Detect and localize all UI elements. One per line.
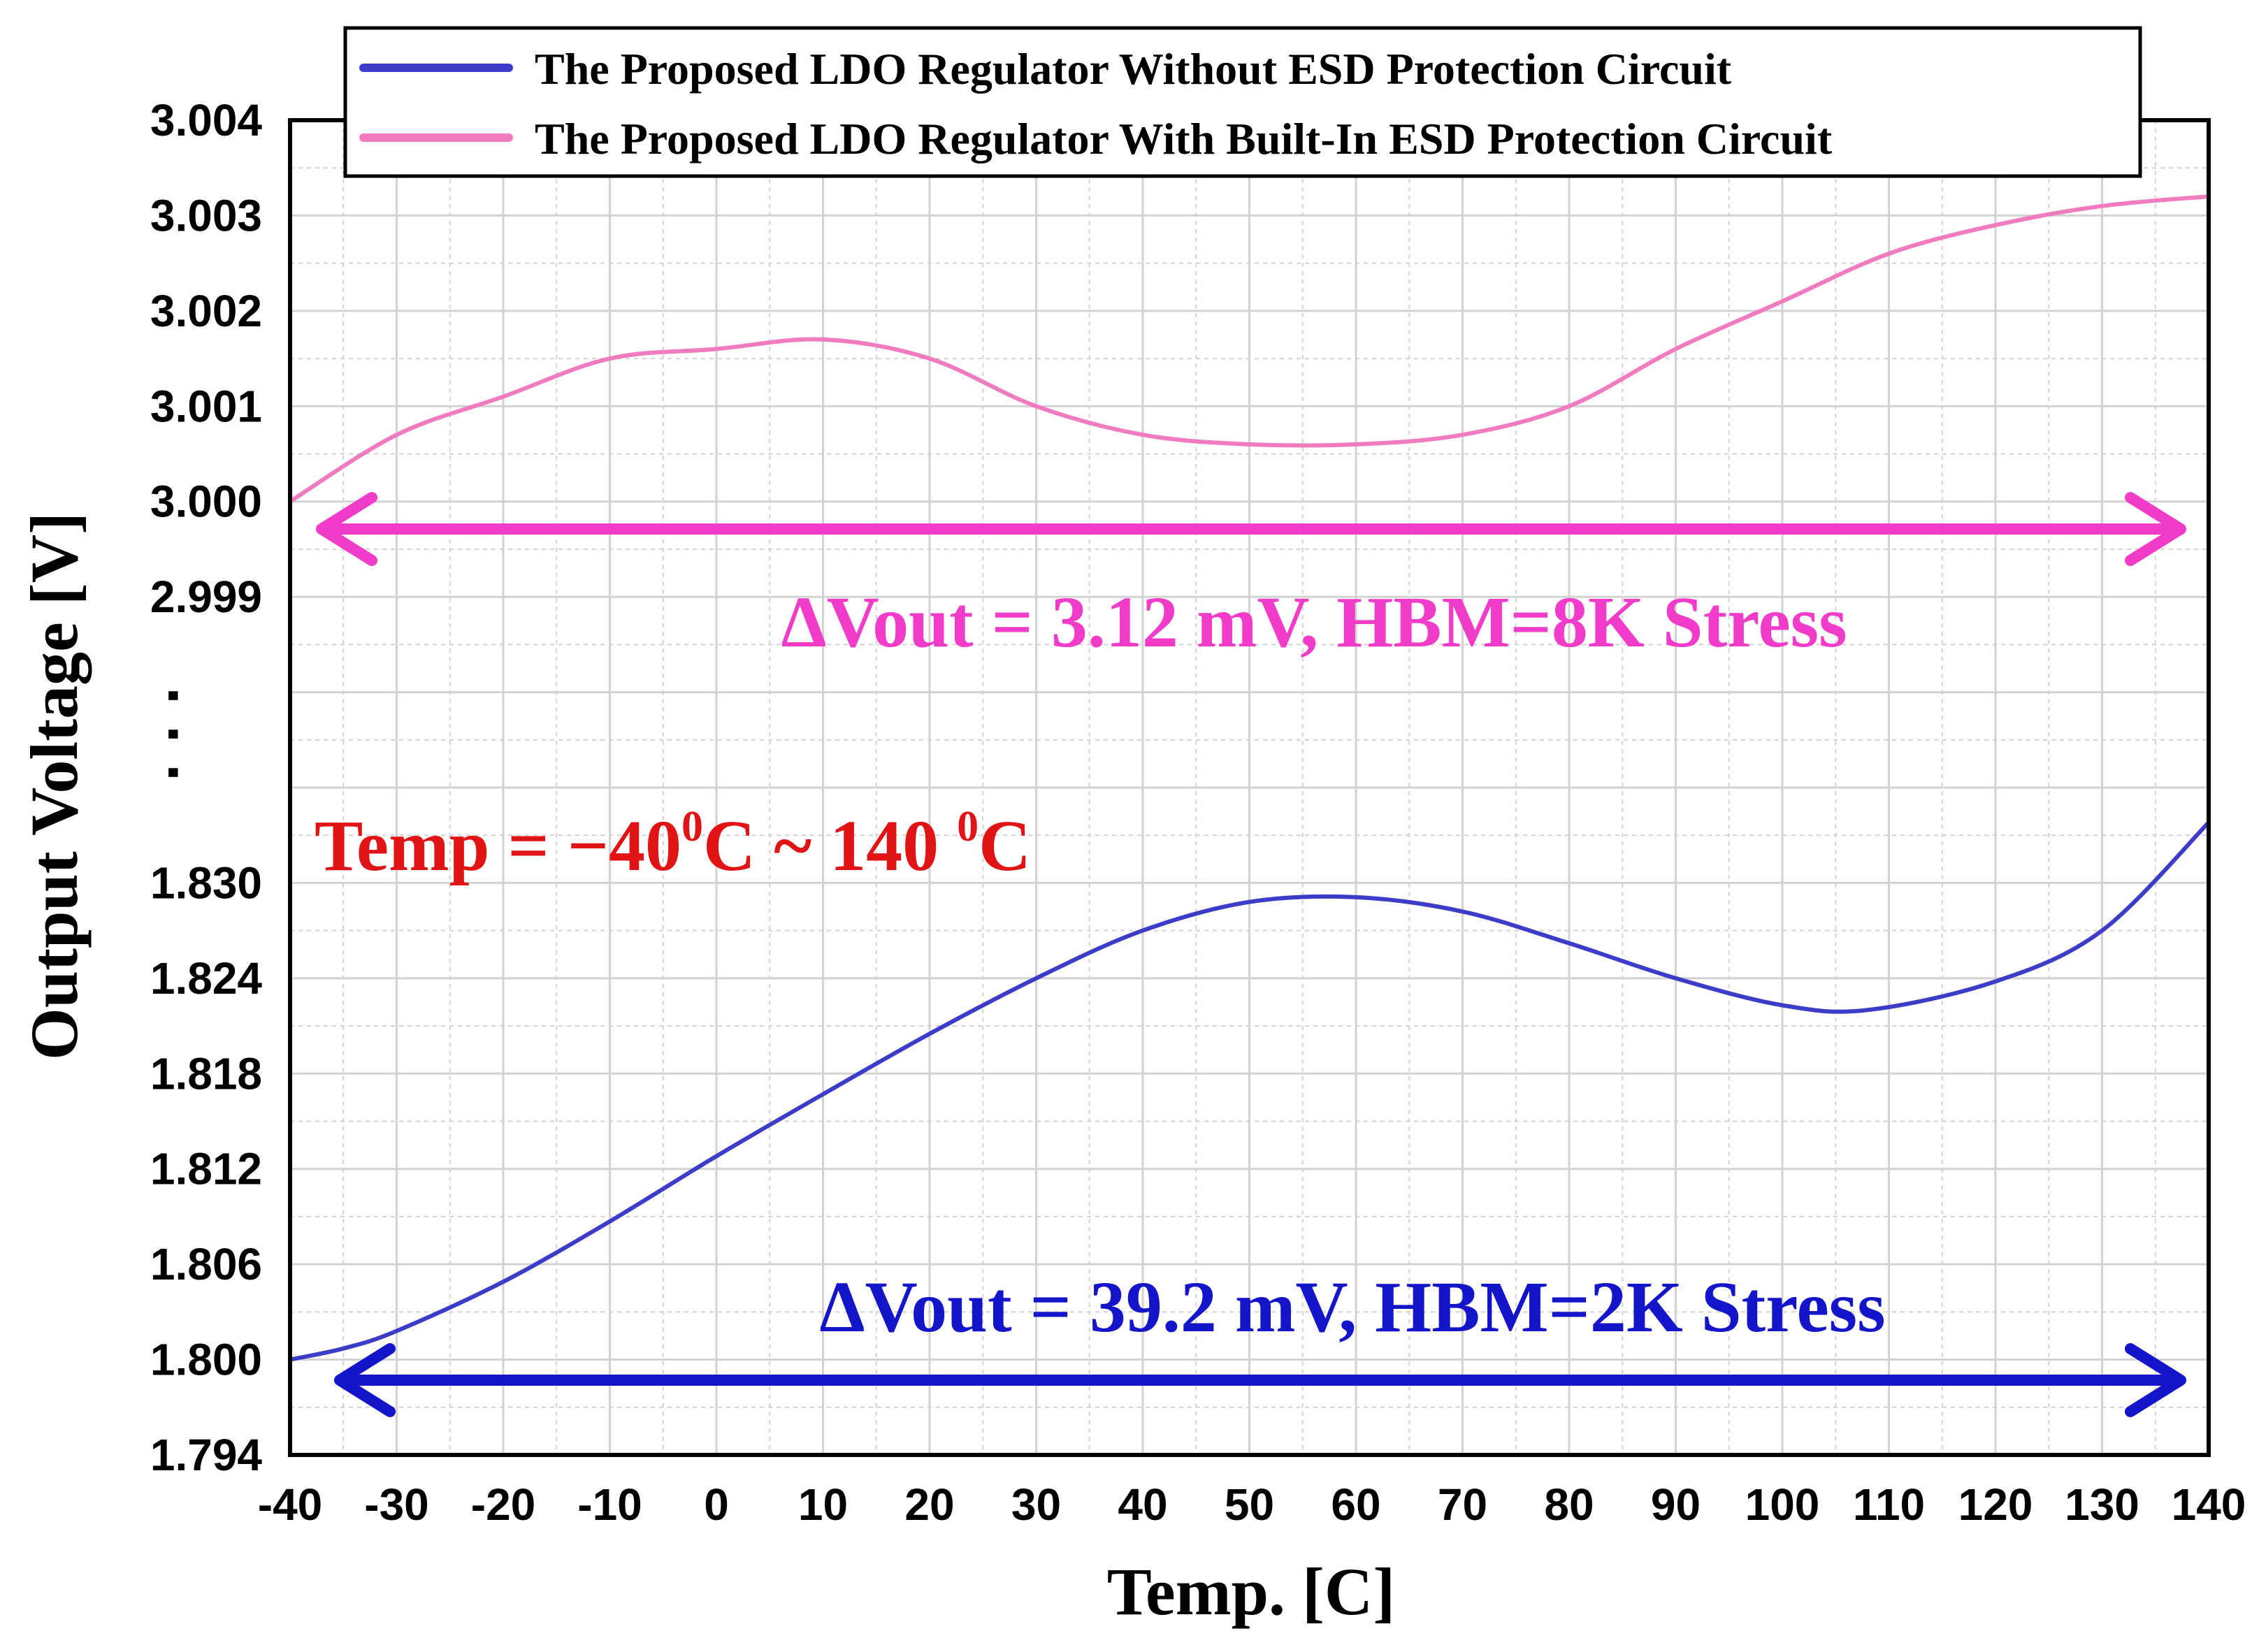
arrow-blue	[334, 1343, 2186, 1417]
x-tick-label: -10	[577, 1479, 642, 1530]
legend: The Proposed LDO Regulator Without ESD P…	[343, 26, 2142, 178]
arrow-blue-right-head	[2125, 1343, 2186, 1417]
y-tick-labels: 1.794 1.800 1.806 1.812 1.818 1.824 1.830 2.999…	[150, 95, 263, 1480]
x-tick-label: 20	[904, 1479, 954, 1530]
legend-box	[343, 26, 2142, 178]
x-tick-label: 140	[2172, 1479, 2246, 1530]
range-arrows	[316, 492, 2186, 1417]
temp-sup-2: 0	[957, 803, 979, 850]
y-tick-label: 1.800	[150, 1335, 262, 1385]
y-tick-label: 3.002	[150, 286, 262, 336]
annotation-pink-delta-vout: ΔVout = 3.12 mV, HBM=8K Stress	[781, 582, 1847, 662]
x-axis-title: Temp. [C]	[1107, 1554, 1395, 1629]
arrow-pink-left-head	[316, 492, 377, 566]
grid	[290, 120, 2209, 1455]
y-tick-label: 1.806	[150, 1239, 262, 1289]
series-lines	[288, 194, 2211, 1362]
x-tick-label: 50	[1225, 1479, 1274, 1530]
y-axis-title: Output Voltage [V]	[17, 512, 92, 1060]
x-tick-label: -30	[364, 1479, 429, 1530]
temp-text-end: C	[979, 806, 1031, 886]
x-tick-label: 60	[1331, 1479, 1380, 1530]
y-tick-label: 1.824	[150, 953, 263, 1003]
axis-break-symbol: · · ·	[138, 683, 208, 781]
y-tick-label: 1.812	[150, 1144, 262, 1194]
series-line-without-esd	[288, 820, 2211, 1362]
x-tick-labels: -40 -30 -20 -10 0 10 20 30 40 50 60 70 80 90 100 110 120…	[258, 1479, 2246, 1530]
temp-sup-1: 0	[681, 803, 703, 850]
series-line-with-esd	[288, 194, 2211, 504]
y-tick-label: 3.001	[150, 381, 262, 431]
x-tick-label: 40	[1118, 1479, 1167, 1530]
y-tick-label: 1.830	[150, 857, 262, 908]
x-tick-label: 70	[1438, 1479, 1487, 1530]
annotation-temperature-range: Temp = −400C ~ 140 0C	[315, 803, 1031, 886]
y-tick-label: 3.004	[150, 95, 263, 145]
y-tick-label: 3.000	[150, 477, 262, 527]
x-tick-label: 90	[1651, 1479, 1701, 1530]
legend-label-pink: The Proposed LDO Regulator With Built-In…	[535, 114, 1833, 164]
temp-text-main: Temp = −40	[315, 806, 681, 886]
y-tick-label: 1.818	[150, 1048, 262, 1099]
y-tick-label: 3.003	[150, 190, 262, 240]
arrow-pink-right-head	[2125, 492, 2186, 566]
x-tick-label: 110	[1853, 1479, 1925, 1530]
x-tick-label: -40	[258, 1479, 323, 1530]
arrow-pink	[316, 492, 2186, 566]
x-tick-label: 10	[798, 1479, 848, 1530]
y-tick-label: 1.794	[150, 1430, 263, 1480]
temp-text-mid: C ~ 140	[703, 806, 957, 886]
x-tick-label: 80	[1544, 1479, 1594, 1530]
legend-label-blue: The Proposed LDO Regulator Without ESD P…	[535, 44, 1732, 94]
y-tick-label: 2.999	[150, 572, 262, 622]
x-tick-label: 130	[2065, 1479, 2139, 1530]
x-tick-label: 100	[1745, 1479, 1820, 1530]
arrow-blue-left-head	[334, 1343, 396, 1417]
x-tick-label: 30	[1011, 1479, 1061, 1530]
annotation-blue-delta-vout: ΔVout = 39.2 mV, HBM=2K Stress	[819, 1267, 1885, 1347]
x-tick-label: -20	[471, 1479, 536, 1530]
x-tick-label: 0	[704, 1479, 729, 1530]
x-tick-label: 120	[1958, 1479, 2033, 1530]
